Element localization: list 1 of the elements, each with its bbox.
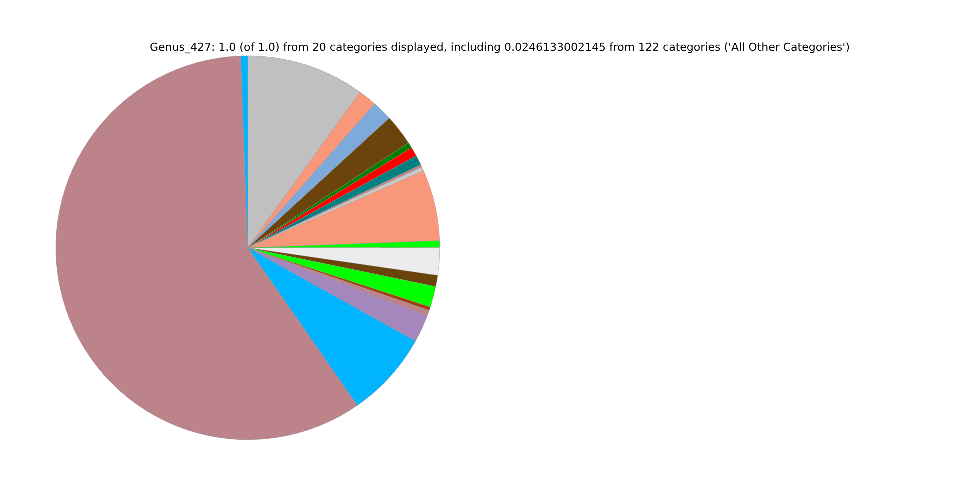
text: Genus_427: 1.0 (of 1.0) from 20 categories displayed, including 0.0246133002145 from 122 categories ('All Other Categories') [150, 41, 850, 54]
